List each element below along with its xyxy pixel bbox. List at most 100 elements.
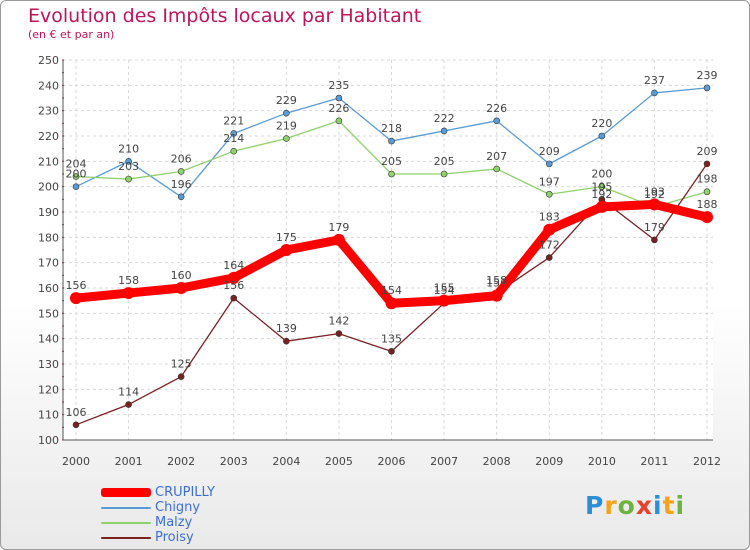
data-label-chigny: 237: [644, 74, 665, 87]
data-point-chigny: [440, 127, 448, 135]
y-tick-label: 210: [38, 155, 59, 168]
data-label-malzy: 197: [539, 175, 560, 188]
data-label-chigny: 235: [328, 79, 349, 92]
data-label-malzy: 219: [276, 120, 297, 133]
x-tick-label: 2011: [640, 455, 668, 468]
data-label-crupilly: 192: [591, 188, 612, 201]
data-point-chigny: [545, 160, 553, 168]
data-label-crupilly: 158: [118, 274, 139, 287]
x-tick-label: 2008: [483, 455, 511, 468]
data-label-crupilly: 155: [434, 282, 455, 295]
x-tick-label: 2009: [535, 455, 563, 468]
data-point-proisy: [72, 421, 80, 429]
data-point-chigny: [493, 117, 500, 125]
data-point-chigny: [72, 183, 80, 190]
data-point-chigny: [230, 130, 238, 137]
y-tick-label: 110: [38, 409, 59, 422]
chart-subtitle: (en € et par an): [28, 28, 115, 41]
legend-entry-malzy: Malzy: [101, 515, 215, 530]
data-point-chigny: [703, 84, 711, 92]
data-label-proisy: 209: [697, 145, 718, 158]
data-label-malzy: 206: [171, 152, 192, 165]
data-label-malzy: 205: [381, 155, 402, 168]
data-point-chigny: [177, 193, 185, 201]
logo-letter: P: [585, 491, 605, 520]
data-label-proisy: 106: [66, 406, 87, 419]
data-label-proisy: 125: [171, 358, 192, 371]
data-point-chigny: [598, 132, 606, 140]
data-point-proisy: [335, 330, 343, 337]
y-tick-label: 130: [38, 358, 59, 371]
data-label-crupilly: 164: [223, 259, 244, 272]
y-tick-label: 140: [38, 333, 59, 346]
data-point-chigny: [335, 94, 343, 102]
data-point-crupilly: [543, 223, 556, 236]
legend-label: CRUPILLY: [155, 484, 215, 500]
data-label-proisy: 156: [223, 279, 244, 292]
data-label-malzy: 226: [328, 102, 349, 115]
data-label-chigny: 200: [66, 168, 87, 181]
y-tick-label: 240: [38, 79, 59, 92]
x-tick-label: 2001: [115, 455, 143, 468]
data-point-crupilly: [438, 294, 451, 307]
proxiti-logo: Proxiti: [585, 491, 685, 520]
data-point-crupilly: [332, 233, 345, 246]
legend-swatch: [101, 536, 151, 539]
data-point-proisy: [703, 160, 711, 168]
data-label-crupilly: 179: [328, 221, 349, 234]
y-tick-label: 170: [38, 257, 59, 270]
y-tick-label: 100: [38, 434, 59, 447]
logo-letter: r: [604, 491, 618, 520]
x-tick-label: 2003: [220, 455, 248, 468]
data-point-proisy: [388, 348, 395, 355]
data-point-malzy: [230, 147, 238, 155]
x-tick-label: 2012: [693, 455, 721, 468]
y-tick-label: 200: [38, 181, 59, 194]
data-label-malzy: 214: [223, 132, 244, 145]
logo-letter: i: [675, 491, 686, 520]
data-point-chigny: [388, 137, 395, 145]
data-point-proisy: [230, 294, 238, 302]
data-point-malzy: [440, 170, 448, 178]
legend: CRUPILLY Chigny Malzy Proisy: [101, 485, 215, 545]
data-point-malzy: [598, 183, 606, 190]
legend-label: Proisy: [155, 529, 194, 545]
data-label-malzy: 204: [66, 158, 87, 171]
x-tick-label: 2010: [588, 455, 616, 468]
data-label-chigny: 209: [539, 145, 560, 158]
data-label-crupilly: 193: [644, 185, 665, 198]
data-point-malzy: [177, 168, 185, 175]
x-tick-label: 2002: [167, 455, 195, 468]
data-label-chigny: 218: [381, 122, 402, 135]
data-point-malzy: [493, 165, 500, 173]
data-label-chigny: 196: [171, 178, 192, 191]
legend-entry-crupilly: CRUPILLY: [101, 485, 215, 500]
y-tick-label: 180: [38, 231, 59, 244]
data-point-crupilly: [280, 244, 293, 256]
data-label-malzy: 203: [118, 160, 139, 173]
data-label-proisy: 142: [328, 315, 349, 328]
y-tick-label: 250: [38, 54, 59, 67]
data-point-malzy: [125, 175, 132, 183]
data-label-chigny: 239: [697, 69, 718, 82]
data-point-crupilly: [175, 282, 188, 294]
data-point-chigny: [283, 109, 290, 117]
data-label-malzy: 200: [591, 168, 612, 181]
data-label-malzy: 198: [697, 173, 718, 186]
data-point-malzy: [283, 135, 290, 142]
data-label-malzy: 205: [434, 155, 455, 168]
data-point-crupilly: [490, 289, 503, 302]
y-tick-label: 190: [38, 206, 59, 219]
data-label-crupilly: 160: [171, 269, 192, 282]
legend-label: Chigny: [155, 499, 201, 515]
x-tick-label: 2006: [378, 455, 406, 468]
data-point-crupilly: [595, 200, 608, 213]
data-point-proisy: [651, 236, 658, 244]
plot-area: [63, 60, 713, 440]
data-point-malzy: [388, 170, 395, 178]
x-tick-label: 2000: [62, 455, 90, 468]
x-tick-label: 2007: [430, 455, 458, 468]
data-label-proisy: 179: [644, 221, 665, 234]
logo-letter: t: [662, 491, 676, 520]
